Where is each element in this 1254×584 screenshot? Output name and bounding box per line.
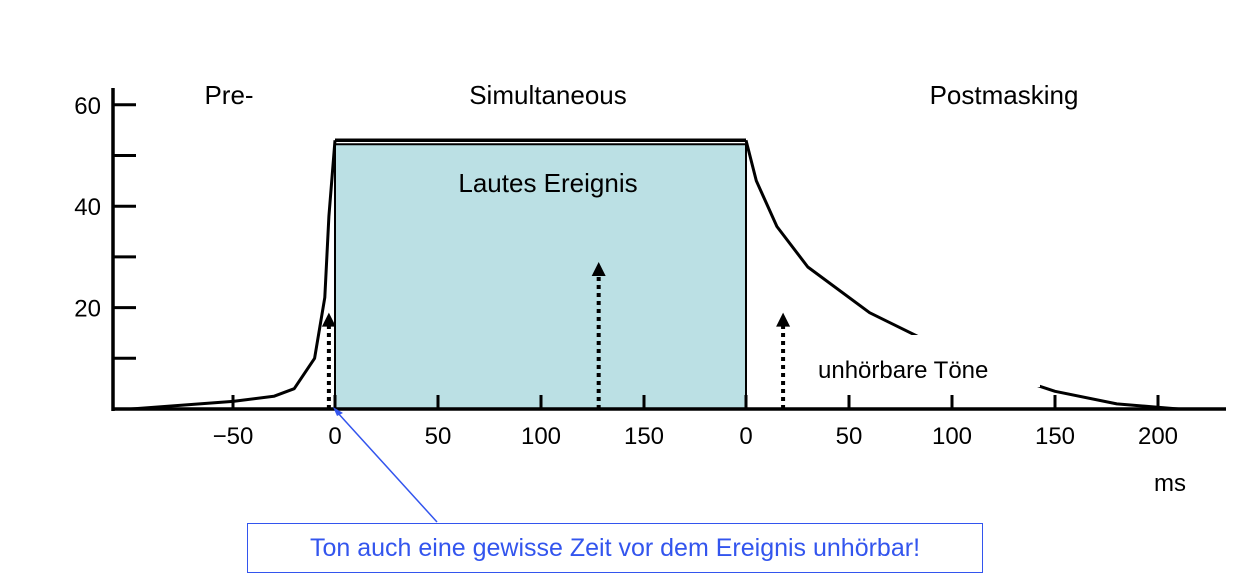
x-tick-label-post: 100 bbox=[932, 423, 972, 450]
section-label-simultaneous: Simultaneous bbox=[469, 80, 627, 110]
unhoerbar-label: unhörbare Töne bbox=[818, 357, 988, 384]
x-tick-label-pre: −50 bbox=[213, 423, 254, 450]
curve-label-gap bbox=[905, 335, 1040, 387]
x-tick-label-simultaneous: 50 bbox=[425, 423, 452, 450]
premasking-curve bbox=[130, 140, 337, 411]
note-box: Ton auch eine gewisse Zeit vor dem Ereig… bbox=[247, 523, 983, 573]
x-unit-label: ms bbox=[1154, 470, 1186, 497]
section-label-postmasking: Postmasking bbox=[930, 80, 1079, 110]
chart-labels: Pre- Simultaneous Postmasking Lautes Ere… bbox=[204, 80, 1186, 497]
y-tick-label: 20 bbox=[74, 296, 101, 323]
y-tick-label: 40 bbox=[74, 194, 101, 221]
axes: 60 40 20 −50 0 50 100 150 0 50 100 150 200 bbox=[74, 88, 1226, 450]
note-pointer-arrowhead bbox=[333, 407, 343, 416]
x-tick-label-simultaneous: 100 bbox=[521, 423, 561, 450]
note-text: Ton auch eine gewisse Zeit vor dem Ereig… bbox=[309, 533, 921, 562]
x-tick-label-post: 50 bbox=[836, 423, 863, 450]
x-tick-label-simultaneous: 0 bbox=[328, 423, 341, 450]
x-tick-label-simultaneous: 150 bbox=[624, 423, 664, 450]
section-label-pre: Pre- bbox=[204, 80, 253, 110]
probe-tone-pre bbox=[321, 312, 336, 409]
probe-tones bbox=[321, 261, 791, 409]
y-tick-label: 60 bbox=[74, 93, 101, 120]
probe-tone-post bbox=[776, 312, 791, 409]
probe-tone-simultaneous bbox=[591, 261, 606, 409]
masker-label: Lautes Ereignis bbox=[458, 168, 637, 198]
note-pointer-line bbox=[336, 411, 438, 523]
threshold-curves bbox=[130, 138, 1220, 411]
x-tick-label-post: 150 bbox=[1035, 423, 1075, 450]
x-tick-label-post: 200 bbox=[1138, 423, 1178, 450]
x-tick-label-post: 0 bbox=[739, 423, 752, 450]
